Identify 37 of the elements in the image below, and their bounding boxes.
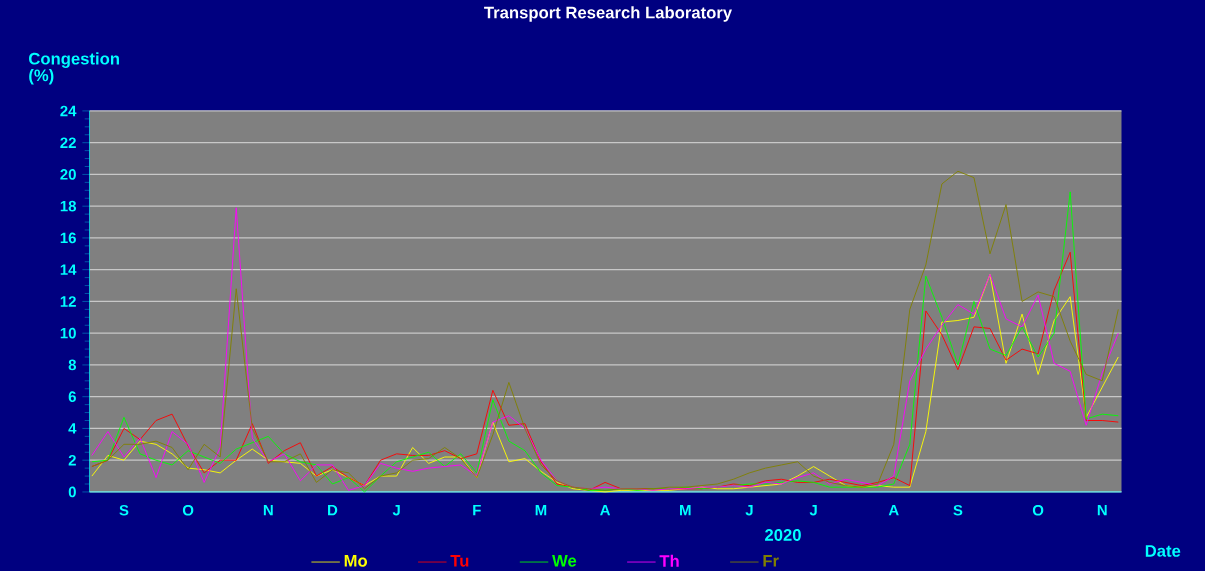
x-tick-label: J xyxy=(745,504,753,516)
y-tick-label: 10 xyxy=(60,327,76,339)
x-tick-label: N xyxy=(1097,504,1107,516)
legend-label: Fr xyxy=(763,555,779,567)
y-axis-title: Congestion (%) xyxy=(29,52,119,85)
x-tick-label: O xyxy=(1032,504,1044,516)
x-tick-label: A xyxy=(600,504,611,516)
y-tick-label: 0 xyxy=(68,486,76,498)
legend-label: Th xyxy=(659,554,679,567)
x-tick-label: A xyxy=(888,504,899,516)
y-tick-label: 8 xyxy=(68,359,77,371)
chart-title: Transport Research Laboratory xyxy=(484,6,732,22)
y-tick-label: 20 xyxy=(60,169,76,180)
x-tick-label: D xyxy=(328,504,338,516)
x-axis-title: Date xyxy=(1145,545,1181,557)
legend-label: Mo xyxy=(344,555,368,567)
legend-label: Tu xyxy=(450,555,469,567)
x-tick-label: O xyxy=(182,504,194,516)
x-tick-label: F xyxy=(473,504,481,516)
x-tick-label: J xyxy=(392,504,400,516)
y-tick-label: 2 xyxy=(68,454,76,466)
y-tick-label: 18 xyxy=(60,200,77,212)
y-tick-label: 24 xyxy=(60,105,77,117)
x-tick-label: S xyxy=(953,504,963,516)
x-tick-label: J xyxy=(809,504,817,516)
y-tick-label: 4 xyxy=(68,423,77,434)
x-tick-label: M xyxy=(535,504,547,516)
y-tick-label: 22 xyxy=(60,137,76,148)
y-tick-label: 16 xyxy=(60,232,76,244)
legend-label: We xyxy=(552,555,577,567)
x-tick-label: S xyxy=(119,504,129,516)
text: 2020 xyxy=(765,529,801,541)
x-tick-label: N xyxy=(263,504,273,516)
y-tick-label: 6 xyxy=(68,391,76,403)
y-tick-label: 12 xyxy=(60,296,76,307)
y-tick-label: 14 xyxy=(60,264,77,275)
x-tick-label: M xyxy=(680,504,691,516)
